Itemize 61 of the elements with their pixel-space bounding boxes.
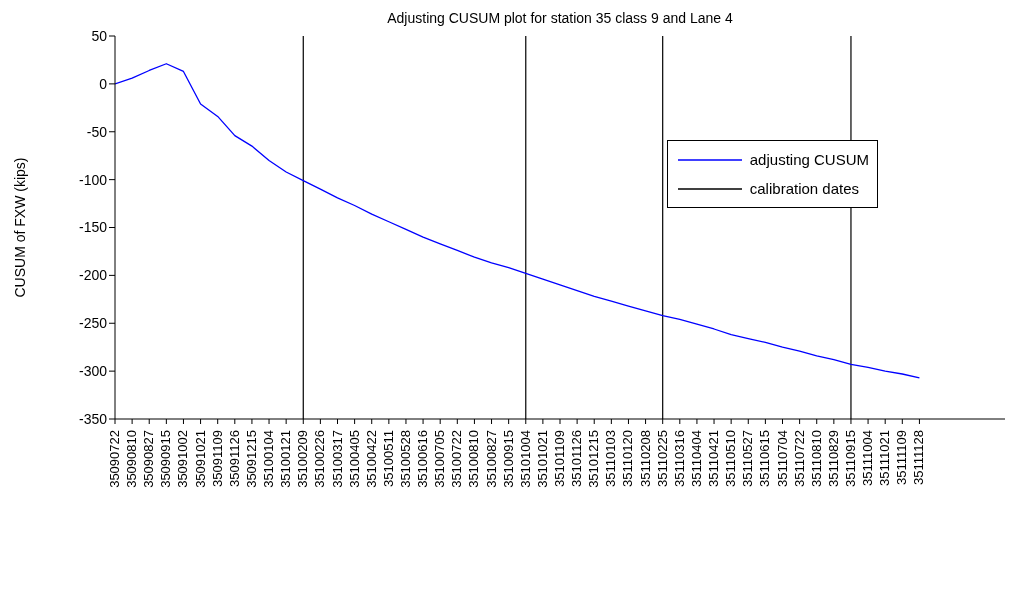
x-tick-label: 35110404 <box>688 430 704 487</box>
x-tick-label: 35110527 <box>740 430 756 487</box>
x-tick-label: 35101021 <box>534 430 550 488</box>
x-tick-label: 35100422 <box>363 430 379 488</box>
x-tick-label: 35110810 <box>808 430 824 487</box>
x-tick-label: 35100722 <box>449 430 465 488</box>
x-tick-label: 35100810 <box>466 430 482 488</box>
y-tick-label: -300 <box>78 363 108 380</box>
y-tick-label: -350 <box>78 410 108 427</box>
x-tick-label: 35100705 <box>432 430 448 488</box>
x-tick-label: 35110316 <box>671 430 687 487</box>
x-tick-label: 35100121 <box>278 430 294 488</box>
x-tick-label: 35100827 <box>483 430 499 488</box>
x-tick-label: 35110120 <box>620 430 636 487</box>
x-tick-label: 35111004 <box>860 430 876 486</box>
chart-title: Adjusting CUSUM plot for station 35 class 9 and Lane 4 <box>386 10 734 26</box>
y-tick-label: -50 <box>86 123 108 140</box>
x-tick-label: 35100226 <box>312 430 328 488</box>
x-tick-label: 35091109 <box>209 430 225 487</box>
x-tick-label: 35100616 <box>415 430 431 488</box>
x-tick-label: 35090722 <box>107 430 122 488</box>
x-tick-label: 35090915 <box>158 430 174 488</box>
x-tick-label: 35110829 <box>825 430 841 487</box>
x-tick-label: 35111021 <box>877 430 893 486</box>
x-tick-label: 35110704 <box>774 430 790 487</box>
x-tick-label: 35100405 <box>346 430 362 488</box>
x-tick-label: 35090827 <box>141 430 157 488</box>
x-tick-label: 35110722 <box>791 430 807 487</box>
x-tick-label: 35110510 <box>723 430 739 487</box>
y-tick-label: -150 <box>78 219 108 236</box>
y-tick-label: 50 <box>91 27 108 44</box>
x-tick-label: 35100915 <box>500 430 516 488</box>
x-tick-label: 35101126 <box>569 430 585 487</box>
x-tick-label: 35091002 <box>175 430 191 488</box>
x-tick-label: 35090810 <box>124 430 140 488</box>
x-tick-label: 35100317 <box>329 430 345 488</box>
x-tick-label: 35110225 <box>654 430 670 487</box>
x-tick-label: 35100104 <box>261 430 277 488</box>
x-tick-label: 35110421 <box>706 430 722 487</box>
y-tick-label: -200 <box>78 267 108 284</box>
x-tick-label: 35101215 <box>586 430 602 488</box>
x-tick-label: 35100528 <box>397 430 413 488</box>
x-tick-label: 35110103 <box>603 430 619 487</box>
ref-line-label: calibration dates <box>749 180 860 197</box>
x-tick-label: 35091021 <box>192 430 208 488</box>
y-axis-title: CUSUM of FXW (kips) <box>11 157 28 298</box>
x-tick-label: 35101109 <box>552 430 567 487</box>
x-tick-label: 35100511 <box>380 430 396 487</box>
x-tick-label: 35111128 <box>911 430 927 485</box>
y-tick-label: 0 <box>99 75 108 92</box>
x-tick-label: 35110615 <box>757 430 773 487</box>
legend-label: adjusting CUSUM <box>749 151 869 168</box>
x-tick-label: 35111109 <box>894 430 910 485</box>
x-tick-label: 35110915 <box>842 430 858 487</box>
x-tick-label: 35110208 <box>637 430 653 487</box>
x-tick-label: 35100209 <box>295 430 311 488</box>
x-tick-label: 35091215 <box>243 430 259 488</box>
y-tick-label: -250 <box>78 315 108 332</box>
y-tick-label: -100 <box>78 171 108 188</box>
x-tick-label: 35101004 <box>517 430 533 488</box>
x-tick-label: 35091126 <box>226 430 242 487</box>
